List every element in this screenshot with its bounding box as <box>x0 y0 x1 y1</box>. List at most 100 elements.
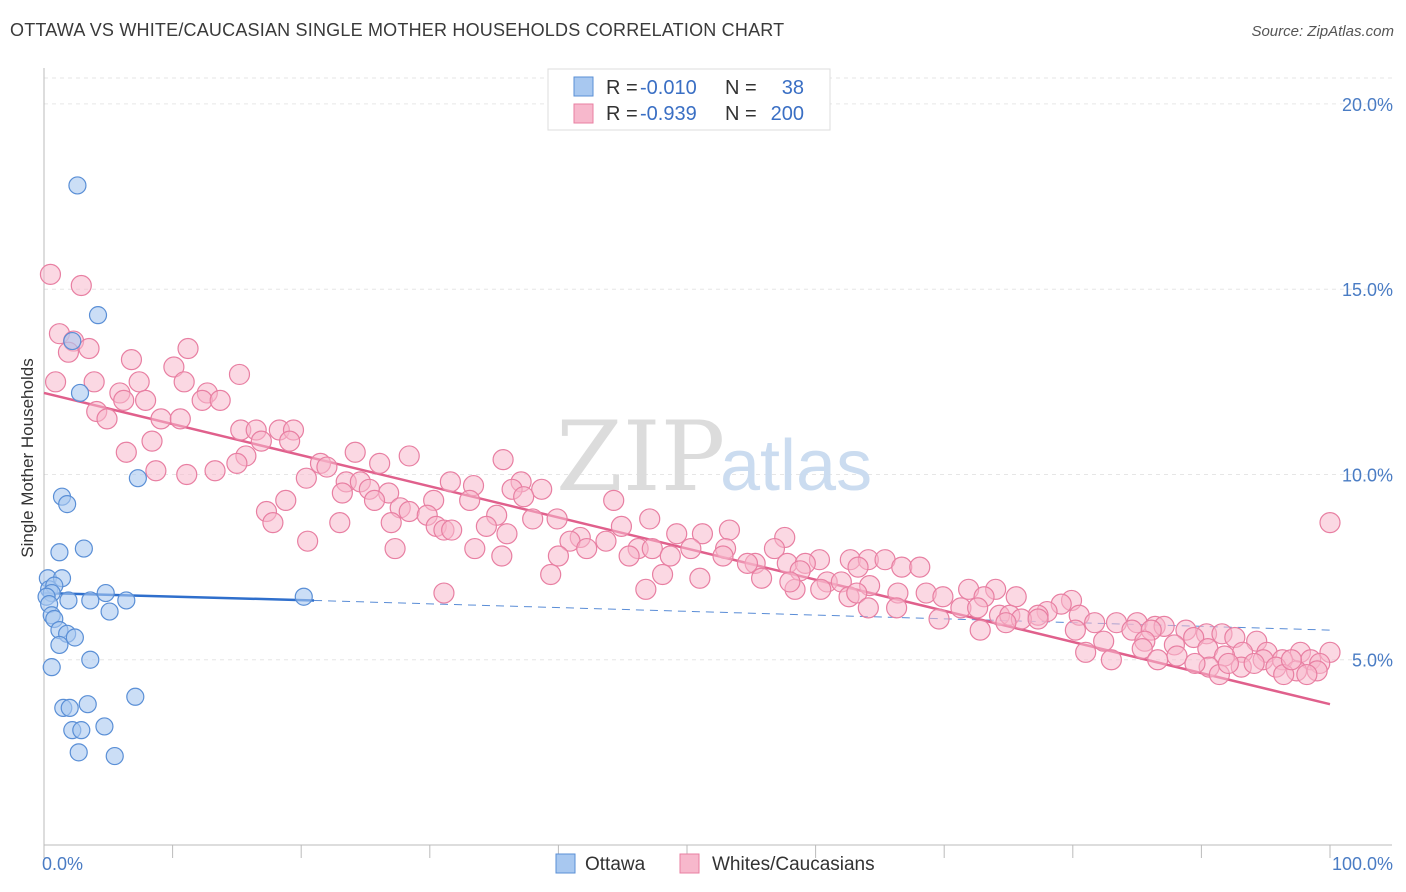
points-whites-caucasians <box>39 263 1341 686</box>
point-whites-184 <box>1217 652 1240 675</box>
points-ottawa <box>37 176 313 766</box>
point-ottawa-7 <box>74 539 93 558</box>
point-whites-53 <box>531 478 553 500</box>
point-ottawa-38 <box>105 746 124 766</box>
point-whites-107 <box>891 556 913 578</box>
point-whites-92 <box>491 545 513 567</box>
point-whites-21 <box>96 408 118 430</box>
point-whites-175 <box>1064 619 1086 641</box>
point-whites-102 <box>736 552 759 574</box>
point-ottawa-15 <box>96 583 115 603</box>
point-whites-38 <box>316 456 338 478</box>
legend-n-value-whites: 200 <box>771 103 804 125</box>
point-whites-180 <box>1075 641 1097 663</box>
point-whites-6 <box>177 337 199 360</box>
point-ottawa-36 <box>95 717 114 736</box>
point-ottawa-31 <box>78 695 97 714</box>
point-whites-58 <box>459 489 481 512</box>
point-whites-108 <box>909 556 931 578</box>
point-whites-188 <box>1319 512 1341 534</box>
point-whites-10 <box>44 371 67 393</box>
point-whites-78 <box>691 523 714 545</box>
point-whites-77 <box>666 523 688 545</box>
point-whites-111 <box>689 567 711 589</box>
point-whites-186 <box>1280 649 1303 671</box>
point-ottawa-4 <box>128 469 147 488</box>
legend-r-label-whites: R = <box>606 103 638 125</box>
point-ottawa-27 <box>50 635 69 655</box>
legend-r-value-ottawa: -0.010 <box>640 77 697 99</box>
point-ottawa-26 <box>65 628 84 647</box>
point-whites-68 <box>329 512 351 534</box>
point-whites-0 <box>39 263 62 285</box>
point-whites-130 <box>886 597 908 619</box>
point-whites-55 <box>275 489 297 512</box>
point-whites-34 <box>398 445 420 467</box>
point-whites-190 <box>433 582 455 604</box>
point-whites-11 <box>83 371 105 393</box>
point-ottawa-33 <box>60 698 79 718</box>
point-whites-22 <box>150 408 172 430</box>
legend-bottom: Ottawa Whites/Caucasians <box>555 853 875 875</box>
point-ottawa-23 <box>100 602 119 621</box>
point-whites-87 <box>641 537 663 560</box>
point-whites-19 <box>209 389 231 411</box>
y-tick-label-2: 15.0% <box>1342 280 1393 300</box>
point-whites-122 <box>846 582 868 604</box>
point-whites-174 <box>1093 630 1115 652</box>
point-whites-76 <box>496 523 518 545</box>
watermark: ZIP atlas <box>556 401 872 513</box>
point-whites-40 <box>145 460 167 482</box>
point-whites-85 <box>576 537 598 560</box>
point-whites-79 <box>718 519 741 541</box>
point-whites-160 <box>1166 645 1188 667</box>
point-whites-7 <box>120 349 143 371</box>
point-whites-41 <box>204 460 226 482</box>
point-ottawa-30 <box>126 687 145 706</box>
point-ottawa-19 <box>117 591 136 610</box>
chart-title: OTTAWA VS WHITE/CAUCASIAN SINGLE MOTHER … <box>10 20 785 40</box>
axes <box>43 68 1392 858</box>
point-ottawa-16 <box>294 587 313 606</box>
point-whites-173 <box>1131 638 1153 660</box>
point-whites-109 <box>540 563 562 586</box>
legend-top: R = -0.010 N = 38 R = -0.939 N = 200 <box>547 68 831 131</box>
point-ottawa-18 <box>81 591 100 610</box>
point-whites-56 <box>363 489 386 512</box>
point-ottawa-17 <box>59 591 78 610</box>
chart-source: Source: ZipAtlas.com <box>1251 23 1394 40</box>
point-whites-178 <box>969 619 991 641</box>
point-whites-90 <box>763 537 786 560</box>
point-whites-106 <box>847 556 869 578</box>
point-whites-65 <box>522 508 544 530</box>
point-whites-8 <box>163 356 185 378</box>
point-ottawa-3 <box>70 383 90 403</box>
point-ottawa-0 <box>68 176 87 195</box>
point-whites-39 <box>369 452 391 474</box>
y-axis-label: Single Mother Households <box>18 358 37 557</box>
point-whites-54 <box>513 486 535 508</box>
point-whites-36 <box>226 452 248 474</box>
point-ottawa-2 <box>63 331 82 351</box>
point-whites-191 <box>464 537 486 560</box>
point-whites-43 <box>295 467 317 489</box>
point-whites-91 <box>384 537 406 560</box>
point-whites-17 <box>134 389 157 411</box>
point-whites-139 <box>1027 608 1049 630</box>
legend-r-label-ottawa: R = <box>606 77 638 99</box>
point-whites-30 <box>279 430 301 452</box>
legend-r-value-whites: -0.939 <box>640 103 697 125</box>
point-whites-29 <box>250 430 272 452</box>
x-tick-label-0: 0.0% <box>42 854 83 874</box>
point-whites-66 <box>546 508 568 530</box>
legend-swatch-ottawa <box>573 76 594 97</box>
legend-bottom-swatch-whites <box>679 853 700 874</box>
point-whites-177 <box>928 608 950 630</box>
point-whites-93 <box>547 545 570 567</box>
legend-n-value-ottawa: 38 <box>782 77 804 99</box>
point-whites-96 <box>712 545 734 567</box>
point-whites-33 <box>344 441 366 463</box>
point-whites-12 <box>128 371 150 393</box>
point-whites-88 <box>680 537 702 560</box>
legend-top-frame <box>547 68 831 131</box>
